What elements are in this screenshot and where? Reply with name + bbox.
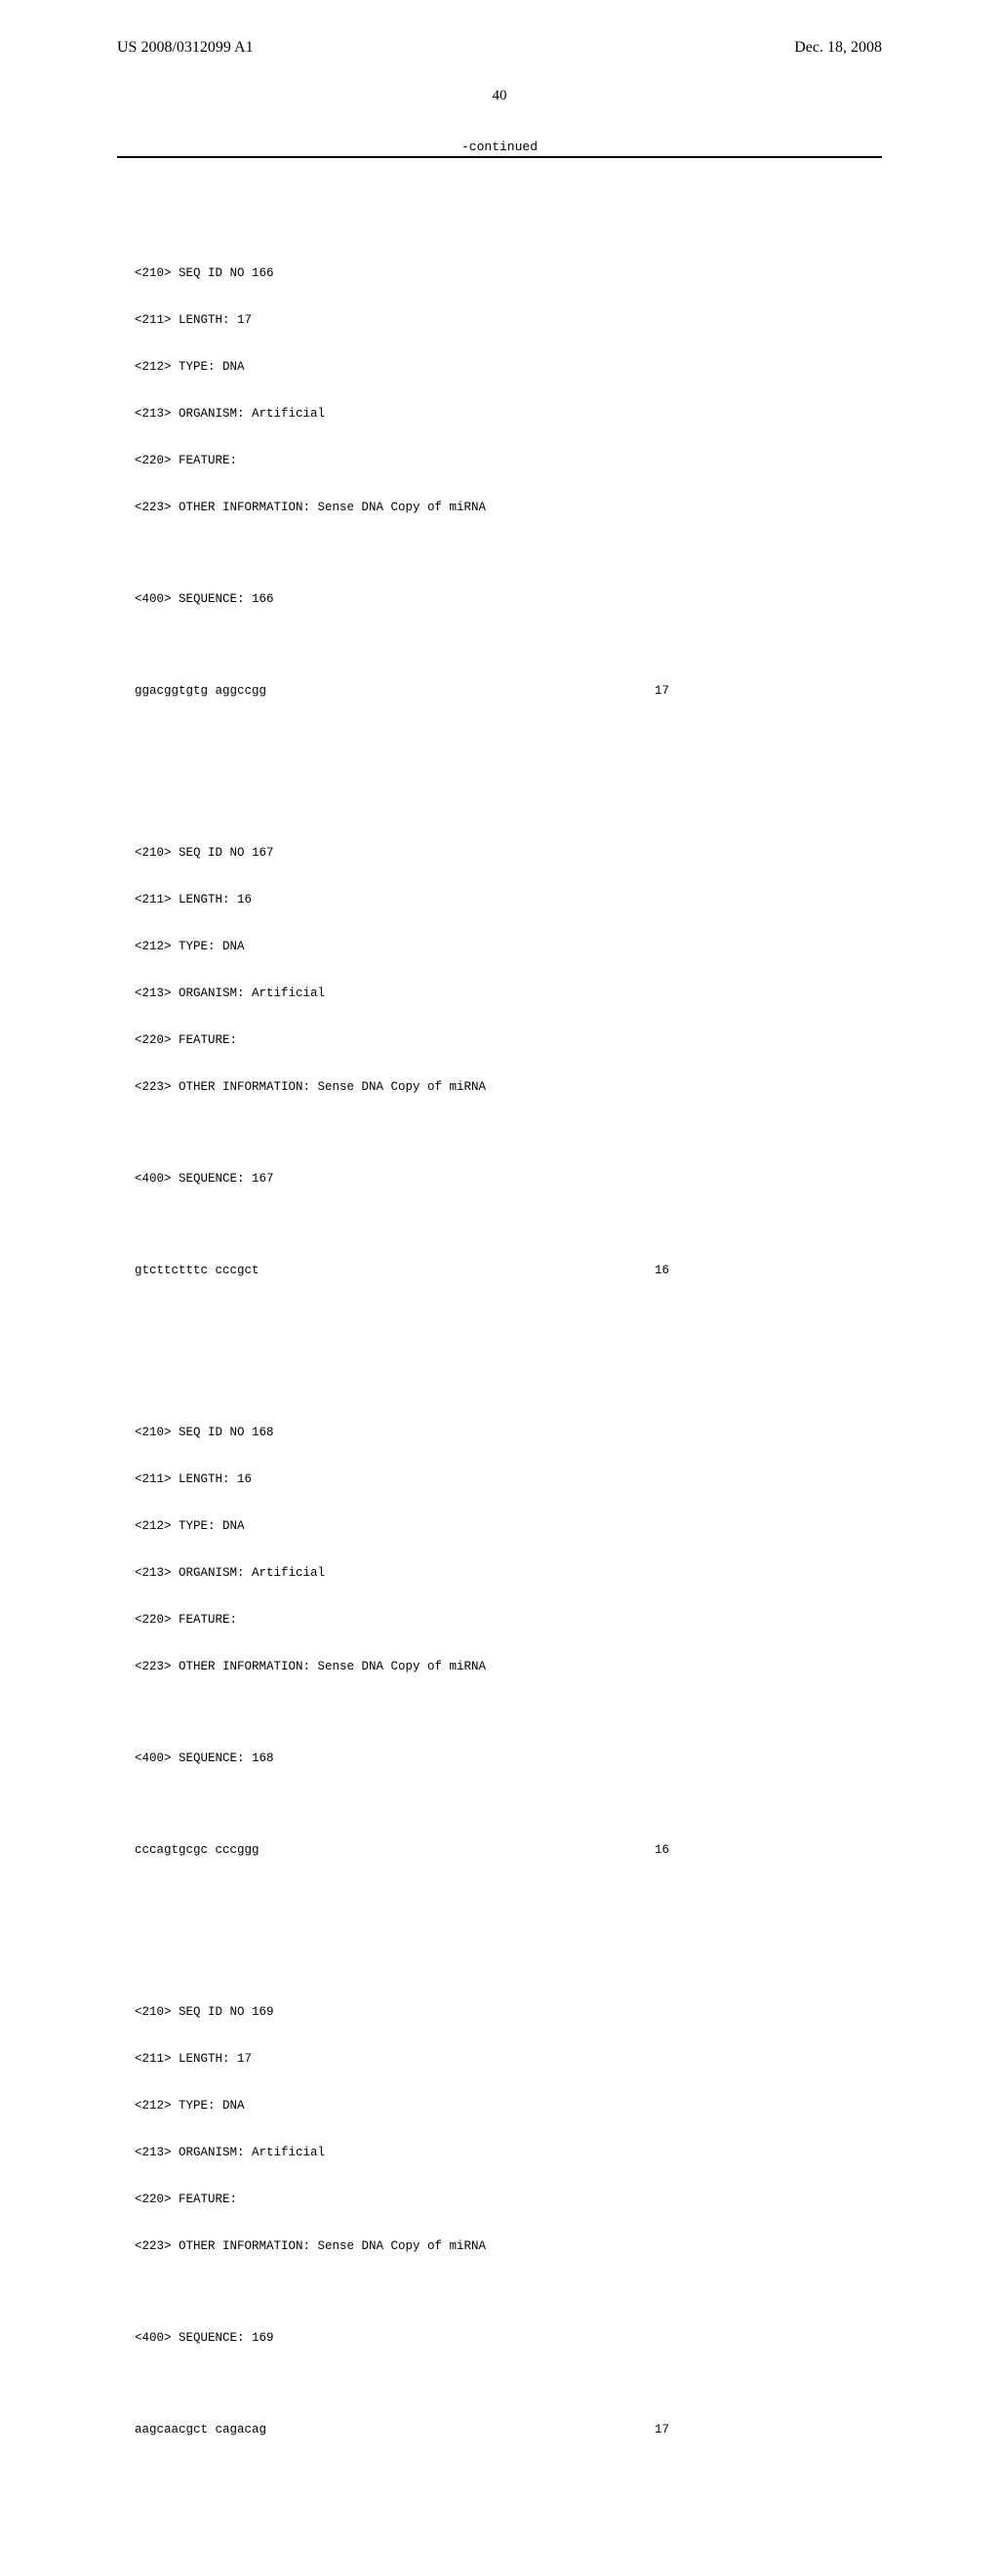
seq-length: <211> LENGTH: 17 [135, 2051, 882, 2067]
page-header: US 2008/0312099 A1 Dec. 18, 2008 [117, 39, 882, 57]
sequence-entry: <210> SEQ ID NO 170 <211> LENGTH: 19 <21… [135, 2553, 882, 2576]
seq-sequence-row: aagcaacgct cagacag 17 [135, 2422, 669, 2437]
divider-top [117, 156, 882, 158]
seq-type: <212> TYPE: DNA [135, 939, 882, 954]
seq-length: <211> LENGTH: 16 [135, 1471, 882, 1487]
seq-feature: <220> FEATURE: [135, 453, 882, 468]
seq-sequence: cccagtgcgc cccggg [135, 1842, 260, 1858]
sequence-entry: <210> SEQ ID NO 169 <211> LENGTH: 17 <21… [135, 1973, 882, 2469]
seq-length: <211> LENGTH: 16 [135, 892, 882, 907]
seq-type: <212> TYPE: DNA [135, 359, 882, 375]
seq-sequence-row: ggacggtgtg aggccgg 17 [135, 683, 669, 699]
seq-length-value: 16 [655, 1842, 669, 1858]
seq-sequence-header: <400> SEQUENCE: 168 [135, 1751, 882, 1766]
seq-length-value: 17 [655, 2422, 669, 2437]
seq-other-info: <223> OTHER INFORMATION: Sense DNA Copy … [135, 1659, 882, 1674]
sequence-entry: <210> SEQ ID NO 168 <211> LENGTH: 16 <21… [135, 1393, 882, 1889]
seq-organism: <213> ORGANISM: Artificial [135, 986, 882, 1001]
seq-organism: <213> ORGANISM: Artificial [135, 2145, 882, 2160]
seq-sequence-row: cccagtgcgc cccggg 16 [135, 1842, 669, 1858]
page-number: 40 [117, 88, 882, 104]
seq-length: <211> LENGTH: 17 [135, 312, 882, 328]
seq-id-no: <210> SEQ ID NO 169 [135, 2004, 882, 2020]
seq-sequence: aagcaacgct cagacag [135, 2422, 266, 2437]
seq-sequence-header: <400> SEQUENCE: 169 [135, 2330, 882, 2346]
seq-sequence-header: <400> SEQUENCE: 166 [135, 591, 882, 607]
seq-type: <212> TYPE: DNA [135, 1518, 882, 1534]
seq-other-info: <223> OTHER INFORMATION: Sense DNA Copy … [135, 2238, 882, 2254]
seq-sequence-row: gtcttctttc cccgct 16 [135, 1263, 669, 1278]
page-container: US 2008/0312099 A1 Dec. 18, 2008 40 -con… [0, 0, 999, 1288]
seq-sequence-header: <400> SEQUENCE: 167 [135, 1171, 882, 1187]
seq-length-value: 16 [655, 1263, 669, 1278]
seq-id-no: <210> SEQ ID NO 168 [135, 1425, 882, 1440]
publication-date: Dec. 18, 2008 [794, 39, 882, 57]
seq-organism: <213> ORGANISM: Artificial [135, 1565, 882, 1581]
seq-id-no: <210> SEQ ID NO 167 [135, 845, 882, 861]
seq-other-info: <223> OTHER INFORMATION: Sense DNA Copy … [135, 500, 882, 515]
sequence-entry: <210> SEQ ID NO 167 <211> LENGTH: 16 <21… [135, 814, 882, 1309]
publication-number: US 2008/0312099 A1 [117, 39, 254, 57]
seq-id-no: <210> SEQ ID NO 166 [135, 265, 882, 281]
seq-sequence: ggacggtgtg aggccgg [135, 683, 266, 699]
sequence-listing: <210> SEQ ID NO 166 <211> LENGTH: 17 <21… [135, 172, 882, 2576]
seq-other-info: <223> OTHER INFORMATION: Sense DNA Copy … [135, 1079, 882, 1095]
seq-type: <212> TYPE: DNA [135, 2098, 882, 2113]
seq-organism: <213> ORGANISM: Artificial [135, 406, 882, 422]
seq-length-value: 17 [655, 683, 669, 699]
sequence-entry: <210> SEQ ID NO 166 <211> LENGTH: 17 <21… [135, 234, 882, 730]
seq-sequence: gtcttctttc cccgct [135, 1263, 260, 1278]
seq-feature: <220> FEATURE: [135, 1612, 882, 1628]
seq-feature: <220> FEATURE: [135, 2192, 882, 2207]
seq-feature: <220> FEATURE: [135, 1032, 882, 1048]
continued-label: -continued [117, 140, 882, 154]
